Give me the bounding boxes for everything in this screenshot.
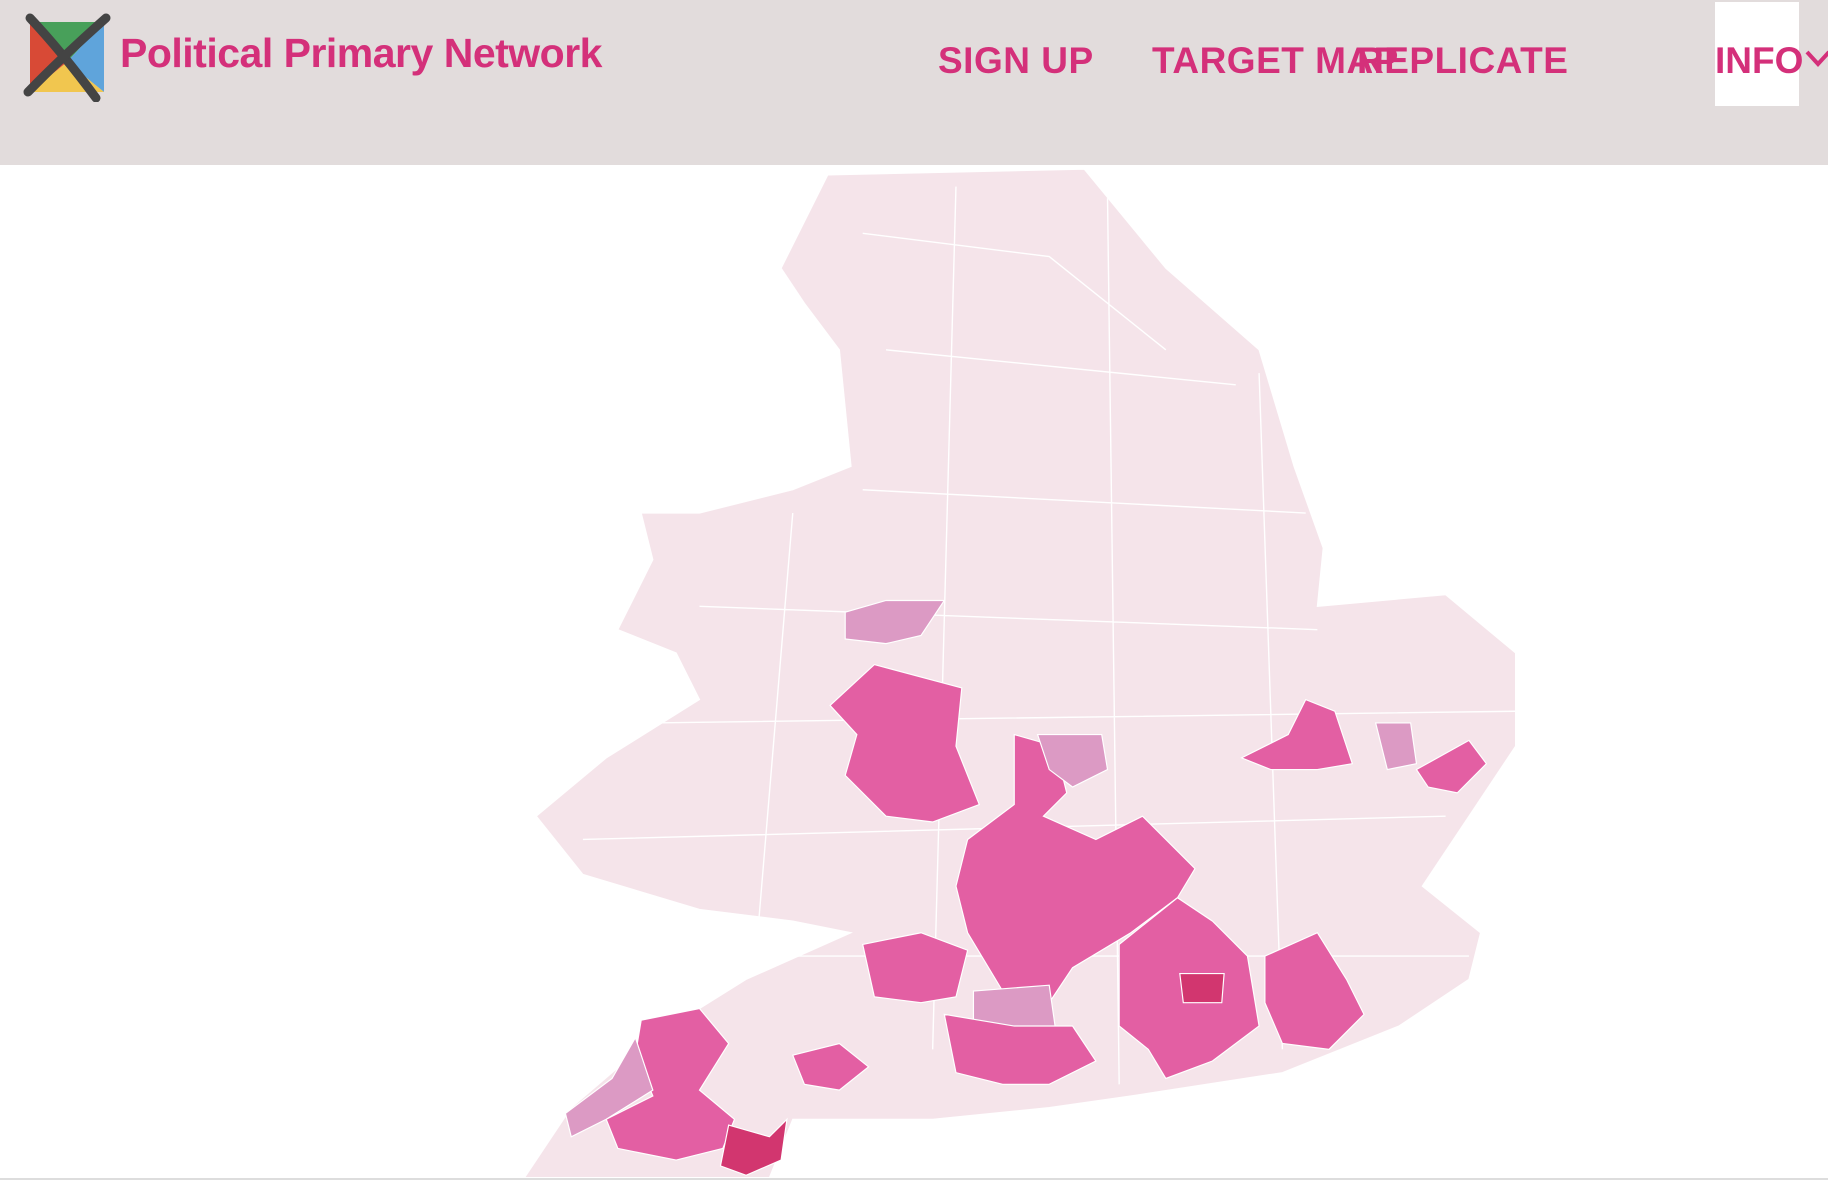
site-header: Political Primary Network SIGN UP TARGET…: [0, 0, 1828, 165]
england-wales-landmass: [523, 168, 1517, 1179]
logo-icon[interactable]: [22, 12, 122, 102]
constituency-light: [1374, 722, 1418, 771]
constituency-medium: [1240, 698, 1354, 771]
constituency-medium: [844, 599, 946, 645]
constituency-medium: [862, 932, 969, 1004]
chevron-down-icon[interactable]: [1805, 48, 1828, 68]
constituency-borders: [582, 186, 1516, 1085]
constituency-dark: [1179, 972, 1225, 1004]
nav-replicate[interactable]: REPLICATE: [1357, 40, 1569, 81]
nav-sign-up[interactable]: SIGN UP: [938, 40, 1094, 81]
nav-info[interactable]: INFO: [1715, 40, 1804, 81]
site-title[interactable]: Political Primary Network: [120, 30, 602, 76]
constituency-medium: [791, 1042, 870, 1091]
constituency-medium: [1415, 739, 1488, 794]
constituency-medium: [829, 663, 981, 823]
nav-info-highlight: [1715, 2, 1799, 106]
constituency-light: [564, 1036, 654, 1138]
constituency-medium: [955, 733, 1196, 1004]
constituency-medium: [943, 1013, 1097, 1085]
constituency-dark: [719, 1117, 788, 1176]
constituency-light: [1036, 733, 1109, 788]
divider: [0, 1178, 1828, 1180]
constituency-medium: [1264, 932, 1365, 1050]
nav-target-map[interactable]: TARGET MAP: [1152, 40, 1399, 81]
